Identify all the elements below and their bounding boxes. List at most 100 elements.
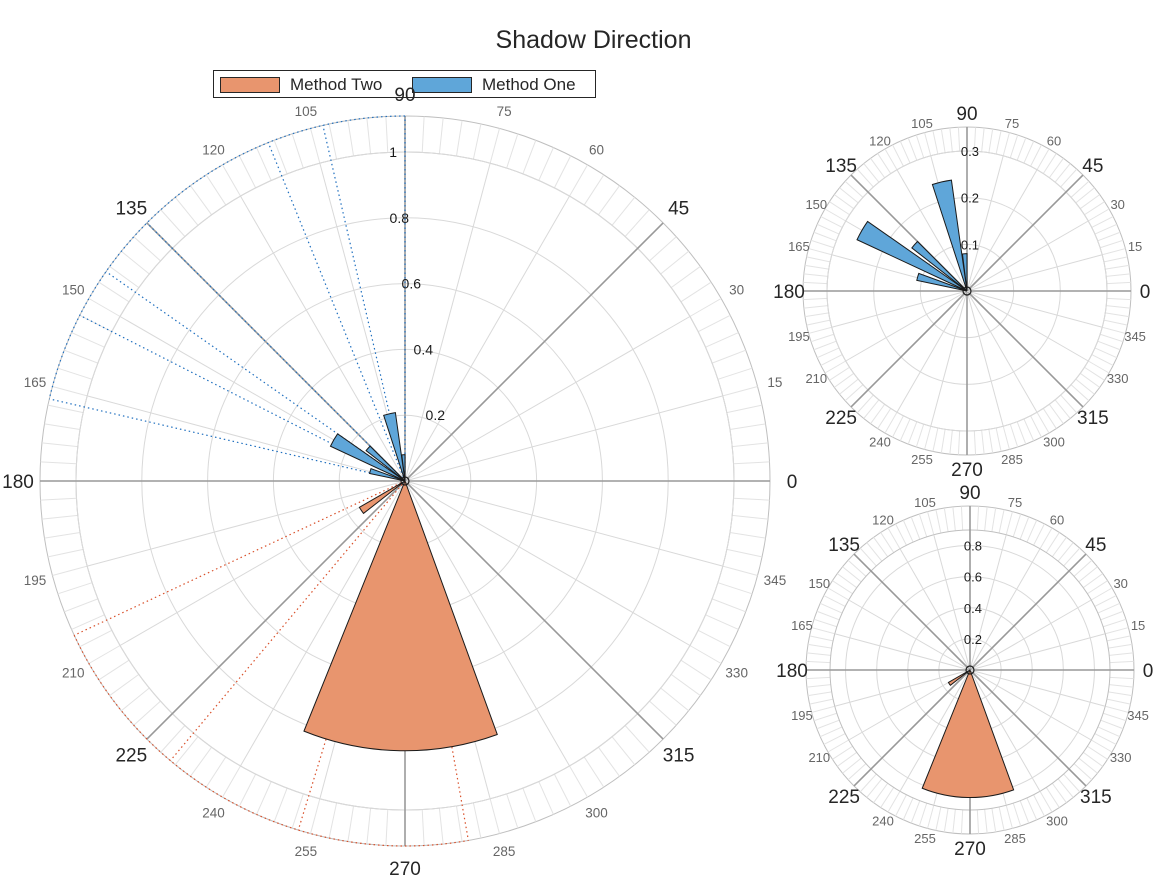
fine-tick — [803, 305, 828, 309]
fine-tick — [1057, 778, 1074, 798]
fine-tick — [866, 542, 883, 562]
fine-tick — [1102, 712, 1127, 722]
theta-minor-label: 195 — [791, 708, 813, 723]
major-spoke — [969, 669, 1087, 787]
fine-tick — [597, 746, 620, 777]
fine-tick — [569, 164, 588, 197]
theta-minor-label: 300 — [1046, 814, 1068, 829]
fine-tick — [842, 566, 862, 583]
fine-tick — [820, 216, 843, 228]
fine-tick — [472, 802, 482, 839]
fine-tick — [190, 746, 213, 777]
fine-tick — [47, 548, 84, 558]
minor-spoke — [896, 290, 968, 413]
theta-minor-label: 255 — [914, 831, 936, 846]
fine-tick — [924, 426, 932, 450]
theta-minor-label: 30 — [1110, 197, 1124, 212]
fine-tick — [347, 805, 355, 842]
theta-minor-label: 150 — [808, 576, 830, 591]
fine-tick — [1106, 305, 1131, 309]
fine-tick — [976, 506, 980, 531]
wedge-method-one — [856, 220, 968, 292]
fine-tick — [1026, 797, 1038, 821]
minor-spoke — [969, 599, 1092, 671]
theta-minor-label: 165 — [791, 618, 813, 633]
polar-chart-bottom-right: 0.2 0.4 0.6 0.8 0 45 90 135 180 225 270 315 15 30 60 75… — [776, 483, 1153, 860]
fine-tick — [174, 197, 199, 226]
major-spoke — [850, 290, 968, 408]
fine-tick — [1084, 366, 1105, 381]
fine-tick — [522, 140, 537, 175]
fine-tick — [837, 751, 858, 767]
theta-minor-label: 345 — [764, 573, 787, 588]
r-tick-label: 0.3 — [961, 144, 979, 159]
fine-tick — [455, 120, 463, 157]
major-spoke — [966, 290, 1084, 408]
fine-tick — [1033, 794, 1045, 817]
theta-major-label: 315 — [1077, 408, 1109, 429]
fine-tick — [1048, 403, 1064, 424]
fine-tick — [711, 349, 746, 364]
fine-tick — [1091, 216, 1114, 228]
fine-tick — [809, 635, 834, 642]
fine-tick — [810, 239, 835, 249]
fine-tick — [844, 180, 864, 198]
fine-tick — [866, 778, 883, 798]
fine-tick — [960, 506, 964, 531]
fine-tick — [895, 523, 907, 546]
fine-tick — [915, 423, 925, 448]
fine-tick — [472, 123, 482, 160]
fine-tick — [624, 209, 650, 237]
theta-minor-label: 120 — [872, 512, 894, 527]
minor-spoke — [87, 480, 406, 567]
fine-tick — [816, 719, 840, 730]
fine-tick — [366, 117, 372, 154]
fine-tick — [57, 367, 93, 380]
fine-tick — [1042, 153, 1057, 174]
major-spoke — [969, 553, 1087, 671]
fine-tick — [553, 773, 572, 807]
theta-major-label: 135 — [825, 156, 857, 177]
fine-tick — [1097, 602, 1121, 614]
fine-tick — [1070, 384, 1090, 402]
fine-tick — [670, 673, 701, 696]
fine-tick — [729, 423, 766, 431]
fine-tick — [1063, 773, 1081, 793]
fine-tick — [880, 532, 895, 553]
fine-tick — [816, 347, 840, 359]
theta-minor-label: 165 — [788, 239, 810, 254]
wedge-method-one — [329, 433, 406, 482]
fine-tick — [1045, 532, 1060, 553]
theta-minor-label: 75 — [1008, 495, 1022, 510]
fine-tick — [832, 580, 853, 595]
fine-tick — [64, 598, 99, 613]
fine-tick — [88, 298, 121, 317]
fine-tick — [1033, 523, 1045, 546]
theta-minor-label: 75 — [1005, 116, 1019, 131]
legend: Method Two Method One — [213, 70, 596, 98]
fine-tick — [238, 773, 257, 807]
fine-tick — [832, 745, 853, 760]
fine-tick — [1109, 660, 1134, 664]
fine-tick — [88, 645, 121, 664]
fine-tick — [842, 757, 862, 774]
fine-tick — [649, 236, 677, 262]
fine-tick — [949, 127, 953, 152]
fine-tick — [310, 798, 321, 834]
major-spoke — [404, 480, 664, 740]
fine-tick — [952, 506, 956, 531]
fine-tick — [1102, 248, 1126, 256]
fine-tick — [935, 509, 942, 534]
fine-tick — [109, 266, 140, 289]
fine-tick — [52, 386, 88, 397]
theta-major-label: 225 — [828, 787, 860, 808]
center-marker — [400, 476, 410, 486]
fine-tick — [819, 602, 843, 614]
fine-tick — [808, 248, 832, 256]
fine-tick — [995, 427, 1002, 452]
fine-tick — [806, 319, 831, 326]
minor-spoke — [404, 316, 691, 482]
minor-spoke — [966, 290, 1089, 362]
fine-tick — [1039, 790, 1053, 813]
